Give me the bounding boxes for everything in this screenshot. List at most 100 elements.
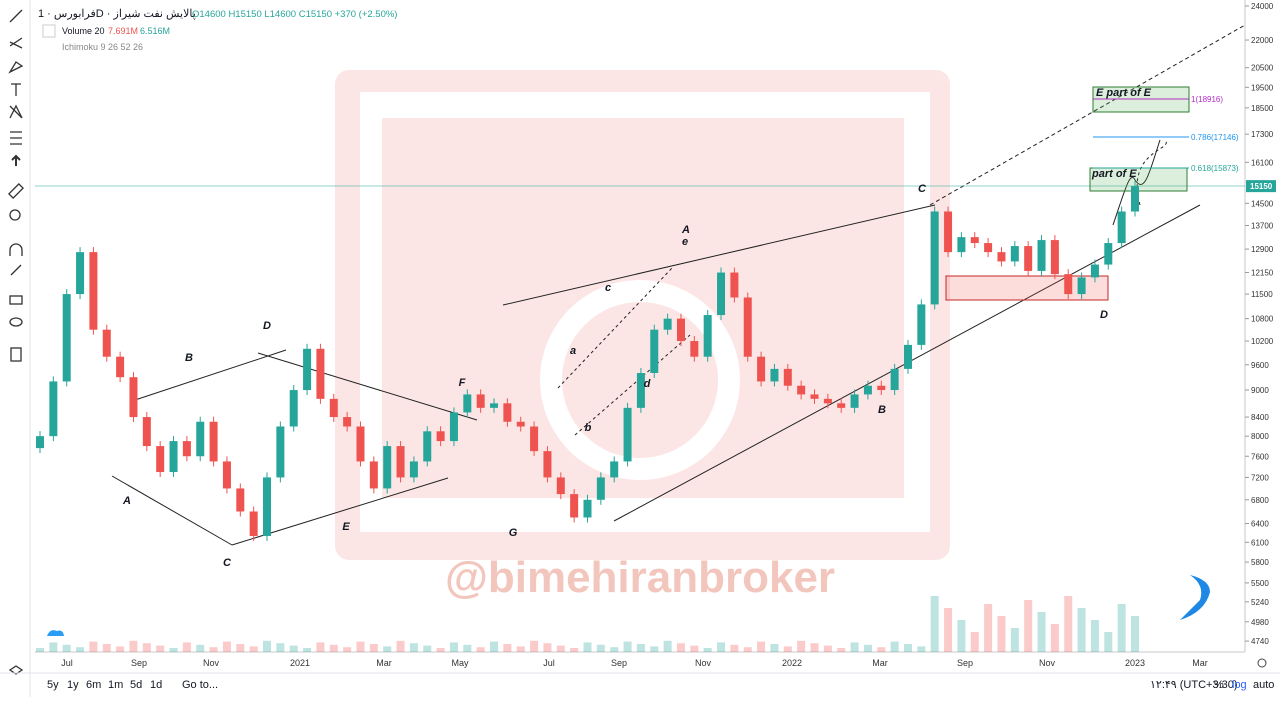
volume-bar	[409, 643, 418, 652]
volume-bar	[837, 648, 846, 652]
candle	[863, 385, 872, 395]
wave-label: C	[223, 557, 232, 569]
candle	[490, 403, 499, 408]
x-tick-label: Jul	[543, 658, 555, 668]
candle	[396, 446, 405, 478]
log-toggle[interactable]: log	[1232, 679, 1247, 691]
wave-label: G	[509, 527, 518, 539]
auto-toggle[interactable]: auto	[1253, 679, 1274, 691]
volume-bar	[182, 642, 191, 652]
volume-bar	[757, 641, 766, 652]
pct-toggle[interactable]: %	[1214, 679, 1224, 691]
volume-bar	[850, 642, 859, 652]
candle	[449, 412, 458, 442]
volume-bar	[62, 644, 71, 652]
candle	[76, 252, 85, 295]
volume-bar	[156, 645, 165, 652]
volume-bar	[823, 645, 832, 652]
range-button[interactable]: 1m	[108, 679, 123, 691]
y-tick-label: 9600	[1251, 361, 1269, 370]
candle	[970, 237, 979, 244]
y-tick-label: 6800	[1251, 496, 1269, 505]
x-tick-label: Nov	[203, 658, 220, 668]
candle	[49, 381, 58, 437]
volume-bar	[102, 644, 111, 652]
range-button[interactable]: 1y	[67, 679, 79, 691]
range-button[interactable]: 1d	[150, 679, 162, 691]
volume-bar	[303, 648, 312, 652]
candle	[409, 461, 418, 478]
candle	[196, 421, 205, 457]
wave-label: F	[459, 377, 466, 389]
last-price-label: 15150	[1250, 182, 1273, 191]
candle	[476, 394, 485, 408]
volume-bar	[596, 644, 605, 652]
volume-bar	[783, 646, 792, 652]
volume-bar	[343, 647, 352, 652]
volume-bar	[690, 645, 699, 652]
candle	[276, 426, 285, 478]
left-toolbar[interactable]	[8, 9, 24, 675]
y-tick-label: 8000	[1251, 432, 1269, 441]
x-tick-label: 2022	[782, 658, 802, 668]
range-button[interactable]: 5y	[47, 679, 59, 691]
volume-bar	[610, 647, 619, 652]
volume-bar	[316, 642, 325, 652]
y-tick-label: 5500	[1251, 579, 1269, 588]
clock: ۱۲:۴۹ (UTC+3:30)	[1150, 679, 1238, 691]
fib-label: 0.786(17146)	[1191, 133, 1239, 142]
volume-bar	[543, 643, 552, 652]
volume: Volume 20	[62, 26, 105, 36]
candle	[316, 348, 325, 399]
candle	[823, 398, 832, 404]
volume-bar	[196, 644, 205, 652]
range-button[interactable]: 6m	[86, 679, 101, 691]
x-tick-label: Mar	[1192, 658, 1208, 668]
candle	[837, 403, 846, 408]
y-tick-label: 13700	[1251, 222, 1274, 231]
x-tick-label: 2023	[1125, 658, 1145, 668]
candle	[690, 341, 699, 357]
y-tick-label: 22000	[1251, 36, 1274, 45]
candle	[984, 243, 993, 253]
candle	[1050, 240, 1059, 275]
range-button[interactable]: 5d	[130, 679, 142, 691]
volume-bar	[49, 642, 58, 652]
candle	[944, 211, 953, 253]
volume-bar	[1090, 620, 1099, 652]
candle	[743, 297, 752, 357]
candle	[1131, 186, 1139, 212]
volume-bar	[222, 641, 231, 652]
candle	[730, 272, 739, 298]
fib-label: 0.618(15873)	[1191, 164, 1239, 173]
broker-logo	[1180, 575, 1210, 620]
volume-bar	[650, 646, 659, 652]
wave-label: B	[185, 352, 193, 364]
x-tick-label: May	[451, 658, 469, 668]
candle	[1010, 246, 1019, 262]
candle	[530, 426, 539, 452]
candle	[610, 461, 619, 478]
goto-button[interactable]: Go to...	[182, 679, 218, 691]
volume-bar	[449, 642, 458, 652]
y-tick-label: 12900	[1251, 245, 1274, 254]
volume-bar	[863, 644, 872, 652]
x-tick-label: 2021	[290, 658, 310, 668]
volume-bar	[503, 644, 512, 652]
last-price-badge	[1246, 180, 1276, 193]
tv-logo	[47, 630, 64, 636]
candle	[436, 431, 445, 442]
watermark-text: @bimehiranbroker	[445, 553, 835, 602]
candle	[877, 385, 886, 391]
collapse[interactable]	[42, 24, 56, 38]
candle	[650, 329, 659, 374]
wave-label: D	[263, 320, 271, 332]
candle	[129, 377, 138, 418]
candle	[356, 426, 365, 462]
y-tick-label: 5800	[1251, 558, 1269, 567]
volume-bar	[249, 646, 258, 652]
volume-bar	[209, 647, 218, 652]
candle	[383, 446, 392, 489]
settings[interactable]	[1257, 658, 1267, 668]
